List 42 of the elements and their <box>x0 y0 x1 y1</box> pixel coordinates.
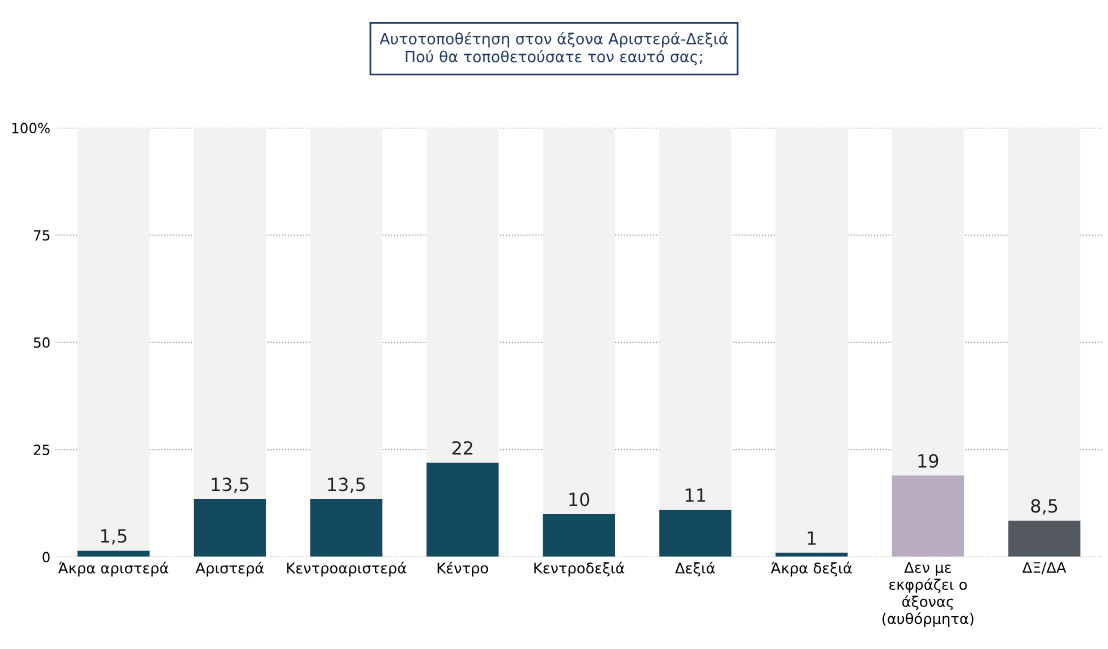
x-tick-label: ΔΞ/ΔΑ <box>1022 562 1067 575</box>
data-label: 13,5 <box>328 477 365 494</box>
x-tick-label: Αριστερά <box>195 561 264 577</box>
data-label: 22 <box>452 441 473 455</box>
x-tick-label: Δεξιά <box>675 561 715 577</box>
bar <box>77 127 150 551</box>
data-label: 11 <box>685 488 706 502</box>
bar <box>1008 127 1081 521</box>
bar <box>542 513 615 557</box>
bar <box>426 127 499 463</box>
x-tick-label: Άκρα δεξιά <box>770 561 852 577</box>
bar <box>310 498 383 557</box>
bar <box>77 550 150 557</box>
y-tick-label: 50 <box>33 337 50 348</box>
y-tick-label: 0 <box>42 551 50 563</box>
x-tick-label: Δεν με εκφράζει ο άξονας (αυθόρμητα) <box>882 562 974 627</box>
bar <box>310 127 383 499</box>
bar <box>659 509 732 557</box>
bar <box>1008 520 1081 557</box>
chart-title: Αυτοτοποθέτηση στον άξονα Αριστερά-Δεξιά <box>379 32 728 48</box>
bar <box>891 475 965 557</box>
x-tick-label: Κεντροδεξιά <box>534 561 625 577</box>
x-tick-label: Κεντροαριστερά <box>287 561 407 577</box>
bar <box>426 462 499 557</box>
bar <box>659 127 732 510</box>
y-tick-label: 25 <box>33 444 50 456</box>
data-label: 1 <box>807 531 816 545</box>
chart-subtitle: Πού θα τοποθετούσατε τον εαυτό σας; <box>405 49 702 66</box>
data-label: 10 <box>569 492 590 507</box>
y-tick-label: 100% <box>12 122 50 134</box>
y-tick-label: 75 <box>34 230 50 241</box>
data-label: 19 <box>918 454 939 468</box>
data-label: 8,5 <box>1031 499 1058 515</box>
bar <box>891 127 965 476</box>
bar <box>193 498 266 557</box>
x-tick-label: Κέντρο <box>437 561 489 577</box>
bar <box>775 127 848 553</box>
x-tick-label: Άκρα αριστερά <box>58 561 169 577</box>
data-label: 1,5 <box>101 529 127 545</box>
bar <box>542 127 615 514</box>
bar <box>193 127 266 499</box>
data-label: 13,5 <box>211 477 249 494</box>
